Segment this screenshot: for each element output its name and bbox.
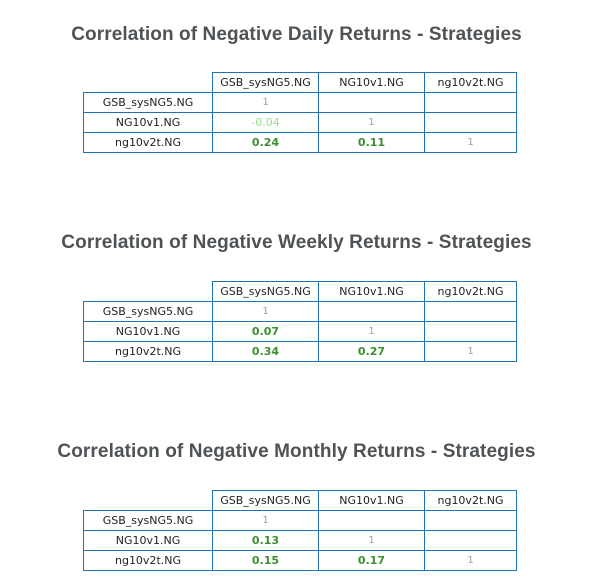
row-header: NG10v1.NG bbox=[83, 530, 213, 551]
correlation-value: 0.13 bbox=[212, 530, 319, 551]
weekly-section-title: Correlation of Negative Weekly Returns -… bbox=[61, 232, 532, 253]
table-row: GSB_sysNG5.NG 1 bbox=[83, 301, 517, 322]
correlation-value: 0.24 bbox=[212, 132, 319, 153]
row-header: ng10v2t.NG bbox=[83, 341, 213, 362]
table-row: NG10v1.NG -0.04 1 bbox=[83, 112, 517, 133]
correlation-value: 1 bbox=[424, 550, 517, 571]
empty-cell bbox=[424, 530, 517, 551]
correlation-value: 1 bbox=[212, 92, 319, 113]
correlation-value: 0.11 bbox=[318, 132, 425, 153]
correlation-value: 1 bbox=[212, 510, 319, 531]
correlation-value: 1 bbox=[318, 530, 425, 551]
table-row: ng10v2t.NG 0.34 0.27 1 bbox=[83, 341, 517, 362]
daily-section-title: Correlation of Negative Daily Returns - … bbox=[71, 24, 522, 45]
monthly-section-title: Correlation of Negative Monthly Returns … bbox=[57, 441, 536, 462]
column-header: GSB_sysNG5.NG bbox=[212, 72, 319, 93]
weekly-correlation-table: GSB_sysNG5.NG NG10v1.NG ng10v2t.NG GSB_s… bbox=[83, 281, 517, 362]
correlation-value: 1 bbox=[424, 132, 517, 153]
correlation-value: 1 bbox=[318, 112, 425, 133]
correlation-value: -0.04 bbox=[212, 112, 319, 133]
empty-cell bbox=[424, 510, 517, 531]
daily-correlation-table: GSB_sysNG5.NG NG10v1.NG ng10v2t.NG GSB_s… bbox=[83, 72, 517, 153]
table-header-row: GSB_sysNG5.NG NG10v1.NG ng10v2t.NG bbox=[84, 281, 517, 302]
corner-cell bbox=[84, 73, 213, 93]
table-header-row: GSB_sysNG5.NG NG10v1.NG ng10v2t.NG bbox=[84, 72, 517, 93]
table-header-row: GSB_sysNG5.NG NG10v1.NG ng10v2t.NG bbox=[84, 490, 517, 511]
corner-cell bbox=[84, 282, 213, 302]
row-header: ng10v2t.NG bbox=[83, 550, 213, 571]
empty-cell bbox=[318, 301, 425, 322]
correlation-value: 0.15 bbox=[212, 550, 319, 571]
table-row: GSB_sysNG5.NG 1 bbox=[83, 510, 517, 531]
column-header: ng10v2t.NG bbox=[424, 490, 517, 511]
empty-cell bbox=[424, 301, 517, 322]
correlation-value: 0.07 bbox=[212, 321, 319, 342]
column-header: NG10v1.NG bbox=[318, 490, 425, 511]
row-header: ng10v2t.NG bbox=[83, 132, 213, 153]
column-header: GSB_sysNG5.NG bbox=[212, 281, 319, 302]
table-row: ng10v2t.NG 0.24 0.11 1 bbox=[83, 132, 517, 153]
row-header: GSB_sysNG5.NG bbox=[83, 301, 213, 322]
correlation-value: 0.17 bbox=[318, 550, 425, 571]
column-header: NG10v1.NG bbox=[318, 72, 425, 93]
row-header: NG10v1.NG bbox=[83, 321, 213, 342]
table-row: NG10v1.NG 0.13 1 bbox=[83, 530, 517, 551]
row-header: NG10v1.NG bbox=[83, 112, 213, 133]
monthly-correlation-table: GSB_sysNG5.NG NG10v1.NG ng10v2t.NG GSB_s… bbox=[83, 490, 517, 571]
column-header: GSB_sysNG5.NG bbox=[212, 490, 319, 511]
correlation-value: 0.27 bbox=[318, 341, 425, 362]
empty-cell bbox=[424, 92, 517, 113]
empty-cell bbox=[424, 112, 517, 133]
empty-cell bbox=[318, 92, 425, 113]
column-header: NG10v1.NG bbox=[318, 281, 425, 302]
table-row: NG10v1.NG 0.07 1 bbox=[83, 321, 517, 342]
table-row: GSB_sysNG5.NG 1 bbox=[83, 92, 517, 113]
row-header: GSB_sysNG5.NG bbox=[83, 92, 213, 113]
column-header: ng10v2t.NG bbox=[424, 72, 517, 93]
empty-cell bbox=[318, 510, 425, 531]
corner-cell bbox=[84, 491, 213, 511]
correlation-value: 1 bbox=[318, 321, 425, 342]
column-header: ng10v2t.NG bbox=[424, 281, 517, 302]
table-row: ng10v2t.NG 0.15 0.17 1 bbox=[83, 550, 517, 571]
correlation-value: 1 bbox=[424, 341, 517, 362]
row-header: GSB_sysNG5.NG bbox=[83, 510, 213, 531]
correlation-value: 0.34 bbox=[212, 341, 319, 362]
empty-cell bbox=[424, 321, 517, 342]
correlation-value: 1 bbox=[212, 301, 319, 322]
